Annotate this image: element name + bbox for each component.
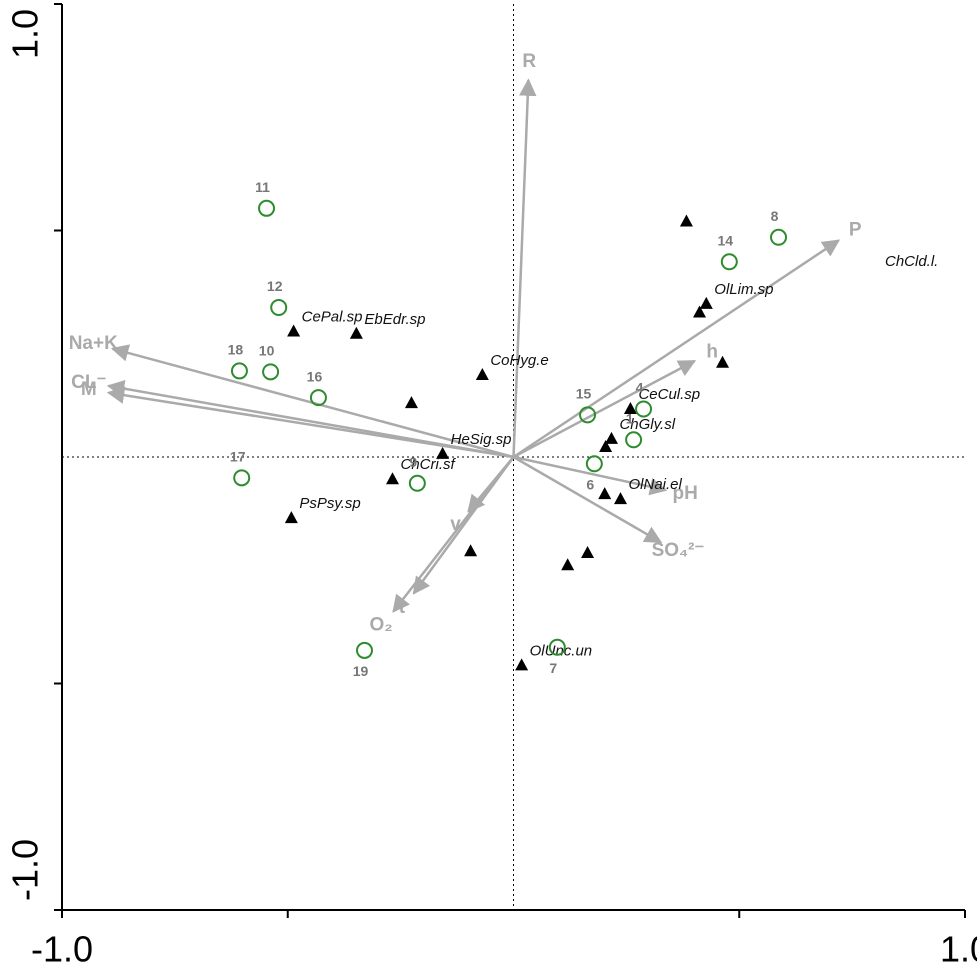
site-point bbox=[258, 199, 276, 217]
species-point bbox=[287, 324, 301, 337]
species-point bbox=[693, 305, 707, 318]
site-label: 7 bbox=[549, 660, 557, 676]
variable-arrow bbox=[513, 455, 668, 496]
variable-label: P bbox=[849, 220, 862, 241]
variable-arrow bbox=[512, 78, 537, 458]
species-label: ChCri.sf bbox=[400, 456, 456, 473]
species-label: ChGly.sl bbox=[619, 416, 675, 433]
species-point bbox=[561, 558, 575, 571]
site-point bbox=[585, 455, 603, 473]
species-label: CoHyg.e bbox=[490, 352, 548, 369]
variable-label: v bbox=[450, 514, 461, 535]
species-label: OlLim.sp bbox=[714, 281, 773, 298]
site-point bbox=[579, 406, 597, 424]
species-point bbox=[599, 440, 613, 453]
variable-label: CL⁻ bbox=[71, 372, 106, 393]
species-point bbox=[716, 355, 730, 368]
species-point bbox=[699, 296, 713, 309]
variable-label: h bbox=[706, 342, 718, 363]
variable-arrow bbox=[512, 239, 841, 459]
variable-label: pH bbox=[673, 483, 698, 504]
annotation: ChCld.l. bbox=[885, 253, 938, 270]
x-tick-label: 1.0 bbox=[940, 929, 977, 970]
site-label: 17 bbox=[230, 449, 246, 465]
species-point bbox=[598, 487, 612, 500]
site-point bbox=[230, 362, 248, 380]
species-label: OlNai.el bbox=[629, 476, 683, 493]
species-point bbox=[623, 401, 637, 414]
site-label: 6 bbox=[586, 476, 594, 492]
species-label: CePal.sp bbox=[302, 308, 363, 325]
x-tick-label: -1.0 bbox=[31, 929, 93, 970]
site-label: 16 bbox=[307, 368, 323, 384]
variable-label: SO₄²⁻ bbox=[652, 540, 705, 561]
variable-label: O₂ bbox=[370, 615, 393, 636]
site-point bbox=[233, 469, 251, 487]
site-label: 18 bbox=[228, 342, 244, 358]
site-label: 4 bbox=[636, 380, 644, 396]
species-point bbox=[475, 368, 489, 381]
site-point bbox=[635, 400, 653, 418]
y-tick-label: -1.0 bbox=[5, 839, 46, 901]
species-point bbox=[284, 511, 298, 524]
y-tick-label: 1.0 bbox=[5, 9, 46, 59]
site-point bbox=[309, 389, 327, 407]
variable-arrow bbox=[512, 455, 663, 544]
species-label: HeSig.sp bbox=[451, 431, 512, 448]
site-label: 11 bbox=[255, 179, 270, 195]
site-label: 19 bbox=[353, 663, 369, 679]
variable-arrow bbox=[512, 359, 697, 459]
variable-arrow bbox=[106, 386, 514, 459]
site-point bbox=[720, 253, 738, 271]
site-label: 12 bbox=[267, 278, 283, 294]
site-label: 15 bbox=[576, 386, 592, 402]
species-point bbox=[436, 446, 450, 459]
site-point bbox=[625, 431, 643, 449]
site-label: 8 bbox=[771, 208, 779, 224]
variable-label: M bbox=[81, 379, 97, 400]
species-label: PsPsy.sp bbox=[299, 495, 360, 512]
site-point bbox=[262, 363, 280, 381]
species-point bbox=[404, 396, 418, 409]
variable-label: Na+K bbox=[69, 333, 118, 354]
variable-arrow bbox=[392, 456, 515, 613]
species-point bbox=[604, 431, 618, 444]
site-point bbox=[356, 641, 374, 659]
species-point bbox=[515, 658, 529, 671]
species-point bbox=[349, 326, 363, 339]
species-point bbox=[679, 214, 693, 227]
species-point bbox=[385, 472, 399, 485]
site-label: 10 bbox=[259, 343, 275, 359]
site-point bbox=[408, 474, 426, 492]
site-point bbox=[548, 638, 566, 656]
site-point bbox=[270, 299, 288, 317]
species-point bbox=[581, 546, 595, 559]
variable-label: R bbox=[522, 51, 536, 72]
species-label: CeCul.sp bbox=[638, 386, 700, 403]
species-point bbox=[464, 544, 478, 557]
site-label: 14 bbox=[718, 232, 734, 248]
site-label: 9 bbox=[409, 454, 417, 470]
species-point bbox=[614, 492, 628, 505]
species-label: EbEdr.sp bbox=[364, 311, 425, 328]
site-label: 1 bbox=[626, 410, 634, 426]
site-point bbox=[770, 228, 788, 246]
species-label: OlUnc.un bbox=[530, 642, 593, 659]
